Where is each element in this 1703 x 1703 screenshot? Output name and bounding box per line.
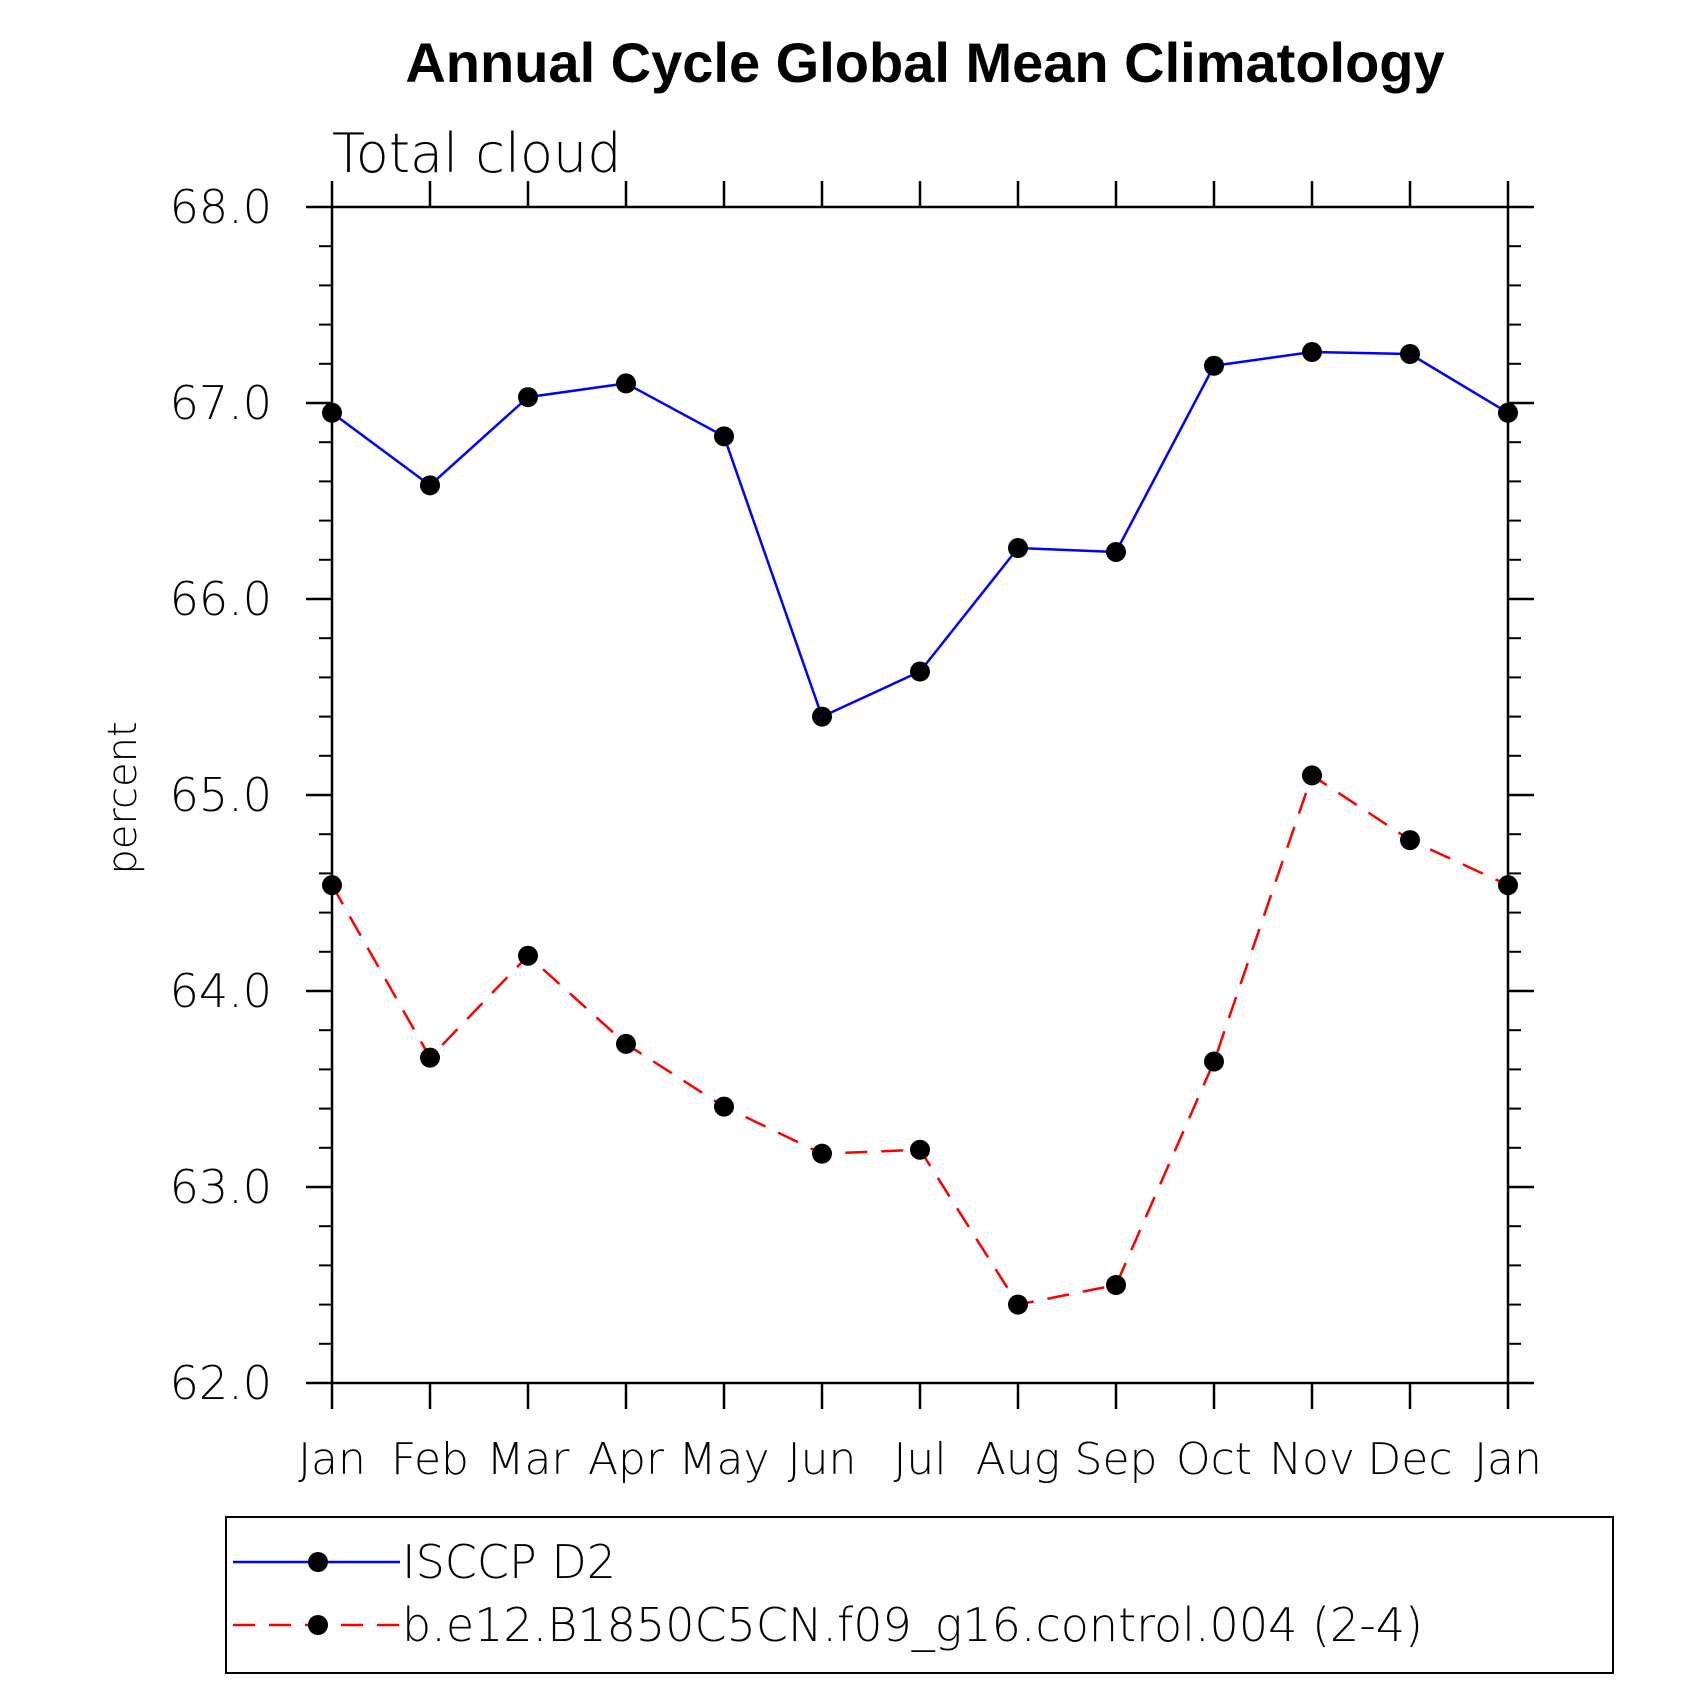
series-1-point-3 [616,1033,636,1054]
series-0-point-4 [714,426,734,447]
series-1-point-8 [1106,1275,1126,1295]
series-1-point-7 [1008,1294,1028,1315]
chart-title: Annual Cycle Global Mean Climatology [405,31,1444,94]
y-tick-label-3: 65.0 [170,768,272,822]
legend-label-isccp: ISCCP D2 [402,1535,616,1589]
series-1-point-10 [1302,765,1322,786]
x-tick-label-5: Jun [788,1434,857,1485]
legend-marker-isccp [308,1552,328,1572]
x-tick-labels: Jan Feb Mar Apr May Jun Jul Aug Sep Oct Nov Dec Jan [298,1434,1542,1485]
legend-marker-control [308,1615,328,1635]
legend: ISCCP D2 b.e12.B1850C5CN.f09_g16.control… [225,1516,1614,1674]
x-tick-label-4: May [679,1434,770,1485]
series-0-point-10 [1302,342,1322,363]
series-1-point-11 [1400,830,1420,851]
series-0-point-8 [1106,541,1126,562]
y-tick-label-2: 64.0 [170,964,272,1018]
series-0-point-5 [812,706,832,727]
x-tick-label-11: Dec [1367,1434,1452,1485]
y-tick-labels: 62.0 63.0 64.0 65.0 66.0 67.0 68.0 [170,180,272,1410]
series-0-point-12 [1498,402,1518,423]
series-1-point-6 [910,1139,930,1160]
series-layer [322,342,1518,1315]
series-0-point-7 [1008,538,1028,559]
x-tick-label-7: Aug [976,1434,1060,1485]
x-tick-label-0: Jan [298,1434,366,1485]
series-1-point-9 [1204,1051,1224,1072]
series-0-point-0 [322,402,342,423]
series-0-point-6 [910,661,930,682]
y-tick-label-5: 67.0 [170,376,272,430]
y-axis-label: percent [100,721,146,874]
series-1-point-0 [322,875,342,896]
series-1-point-2 [518,945,538,966]
series-0 [322,342,1518,727]
series-1-point-12 [1498,875,1518,896]
x-tick-label-12: Jan [1474,1434,1542,1485]
y-tick-label-4: 66.0 [170,572,272,626]
x-tick-label-3: Apr [588,1434,665,1485]
series-1-point-5 [812,1143,832,1164]
y-tick-label-1: 63.0 [170,1160,272,1214]
legend-box [225,1516,1614,1674]
x-tick-label-1: Feb [391,1434,469,1485]
series-0-point-3 [616,373,636,394]
series-0-point-1 [420,475,440,496]
legend-label-control: b.e12.B1850C5CN.f09_g16.control.004 (2-4… [402,1598,1423,1652]
x-tick-label-8: Sep [1075,1434,1158,1485]
axis-ticks [306,181,1534,1409]
series-1-point-1 [420,1047,440,1068]
y-tick-label-6: 68.0 [170,180,272,234]
series-line-1 [330,774,1509,1306]
series-0-point-11 [1400,344,1420,364]
series-0-point-9 [1204,355,1224,376]
x-tick-label-10: Nov [1269,1434,1355,1485]
chart-subtitle: Total cloud [332,122,622,185]
plot-frame [330,205,1510,1385]
x-tick-label-2: Mar [486,1434,570,1485]
x-tick-label-6: Jul [893,1434,946,1485]
series-1-point-4 [714,1096,734,1117]
series-0-point-2 [518,387,538,408]
y-tick-label-0: 62.0 [170,1356,272,1410]
series-1 [322,765,1518,1315]
x-tick-label-9: Oct [1176,1434,1252,1485]
